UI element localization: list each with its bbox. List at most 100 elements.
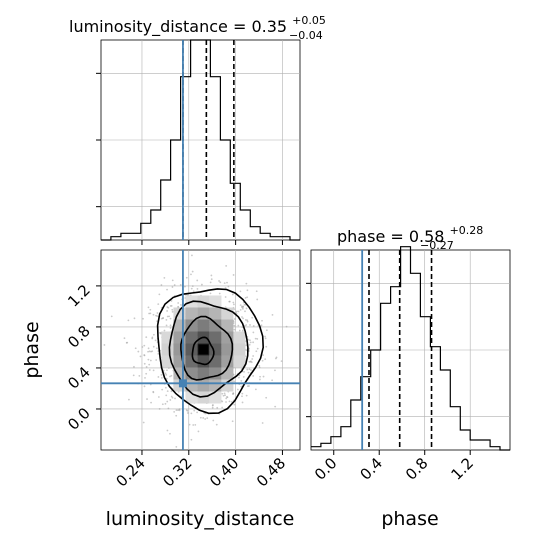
density-point	[178, 408, 181, 411]
density-point	[157, 396, 160, 398]
density-point	[148, 350, 151, 353]
density-point	[264, 358, 267, 361]
density-point	[226, 281, 228, 284]
density-point	[188, 423, 191, 426]
density-point	[161, 403, 164, 406]
density-point	[241, 395, 243, 398]
density-point	[246, 296, 249, 299]
density-point	[252, 355, 255, 357]
density-point	[190, 287, 193, 290]
histogram-luminosity-distance	[101, 39, 300, 241]
truth-marker	[178, 379, 187, 388]
density-point	[212, 419, 215, 422]
density-point	[264, 337, 267, 340]
density-point	[156, 312, 159, 314]
density-point	[258, 366, 261, 369]
density-point	[166, 429, 169, 432]
density-point	[157, 352, 160, 355]
x-axis-label-luminosity-distance: luminosity_distance	[106, 508, 295, 530]
density-point	[249, 341, 252, 344]
density-point	[236, 388, 239, 391]
density-point	[225, 397, 228, 400]
density-point	[261, 422, 264, 424]
density-point	[194, 423, 197, 426]
density-point	[210, 274, 213, 277]
density-point	[157, 303, 160, 306]
density-point	[167, 407, 170, 410]
density-point	[233, 403, 236, 406]
density-point	[170, 395, 173, 398]
density-point	[204, 418, 207, 420]
density-cell	[197, 391, 210, 404]
density-point	[196, 411, 199, 414]
density-cell	[209, 391, 222, 404]
density-point	[221, 406, 224, 409]
density-point	[261, 319, 263, 322]
density-point	[245, 349, 248, 352]
density-point	[134, 347, 137, 350]
density-point	[246, 289, 249, 292]
density-point	[262, 354, 264, 356]
density-point	[245, 324, 248, 326]
density-point	[211, 404, 214, 407]
density-point	[231, 420, 234, 423]
axes-frame-scatter	[100, 249, 301, 451]
density-point	[211, 406, 214, 409]
density-point	[241, 316, 243, 318]
density-point	[241, 326, 244, 329]
x-tick-label: 0.48	[253, 454, 289, 490]
x-tick-label: 0.8	[402, 454, 432, 484]
density-point	[233, 318, 236, 320]
density-point	[206, 417, 209, 419]
density-point	[152, 345, 155, 348]
contour-line	[191, 336, 215, 366]
density-point	[240, 385, 243, 388]
density-point	[139, 355, 142, 358]
density-point	[149, 359, 152, 362]
density-point	[148, 369, 151, 371]
density-point	[166, 315, 169, 318]
density-point	[246, 368, 249, 371]
density-point	[249, 339, 251, 342]
density-cell	[185, 355, 198, 368]
density-point	[145, 336, 148, 339]
x-tick-label: 0.32	[159, 454, 195, 490]
density-point	[219, 281, 222, 284]
density-point	[243, 303, 246, 306]
density-point	[271, 313, 274, 316]
x-axis-label-phase: phase	[381, 508, 438, 530]
density-point	[165, 377, 168, 380]
density-cell	[209, 295, 222, 308]
density-point	[223, 392, 226, 395]
density-point	[255, 290, 258, 293]
density-point	[143, 385, 146, 388]
density-point	[246, 320, 249, 323]
density-point	[180, 303, 182, 306]
density-point	[169, 324, 172, 327]
density-point	[228, 300, 231, 303]
density-point	[143, 344, 146, 347]
density-point	[243, 370, 245, 373]
density-point	[148, 363, 151, 366]
density-point	[169, 432, 171, 435]
x-tick-label: 0.0	[311, 454, 341, 484]
density-point	[237, 310, 240, 313]
density-point	[256, 347, 259, 350]
density-point	[127, 319, 130, 322]
density-point	[204, 412, 207, 415]
density-point	[261, 359, 264, 362]
density-point	[151, 350, 154, 353]
density-point	[149, 308, 152, 311]
density-point	[155, 347, 158, 350]
density-point	[260, 324, 263, 327]
density-point	[151, 336, 154, 339]
contour-line	[156, 288, 265, 415]
density-point	[242, 317, 244, 320]
density-cell	[161, 343, 174, 356]
density-point	[191, 254, 193, 257]
density-point	[175, 445, 178, 448]
density-point	[166, 288, 168, 291]
density-cell	[209, 367, 222, 380]
y-tick-label: 0.8	[64, 322, 94, 352]
density-point	[239, 308, 242, 311]
